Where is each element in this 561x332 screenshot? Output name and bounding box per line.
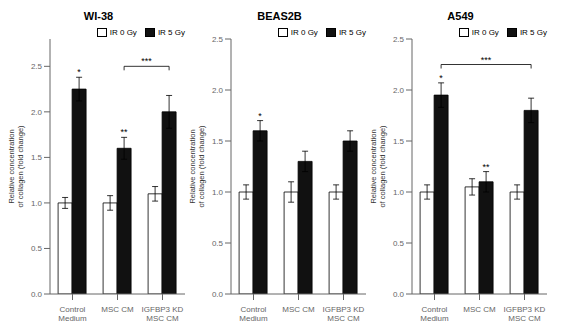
svg-text:2.0: 2.0 — [31, 108, 43, 117]
svg-text:0.5: 0.5 — [212, 239, 224, 248]
svg-text:MSC CM: MSC CM — [463, 305, 496, 314]
svg-text:IGFBP3 KDMSC CM: IGFBP3 KDMSC CM — [323, 305, 365, 323]
html-text:BEAS2B: BEAS2B — [257, 10, 302, 22]
html-text:IR 0 Gy: IR 0 Gy — [290, 28, 318, 37]
svg-text:Relative concentrationof colla: Relative concentrationof collagen (fold … — [189, 125, 206, 208]
html-text:A549: A549 — [447, 10, 474, 22]
html-text:IR 5 Gy: IR 5 Gy — [157, 28, 185, 37]
svg-text:1.0: 1.0 — [393, 188, 405, 197]
svg-text:0.0: 0.0 — [31, 290, 43, 299]
svg-text:***: *** — [141, 56, 152, 66]
svg-text:2.5: 2.5 — [393, 35, 405, 44]
html-text:WI-38: WI-38 — [83, 10, 114, 22]
svg-text:IGFBP3 KDMSC CM: IGFBP3 KDMSC CM — [142, 305, 184, 323]
svg-text:0.0: 0.0 — [393, 290, 405, 299]
svg-text:0.5: 0.5 — [393, 239, 405, 248]
svg-text:ControlMedium: ControlMedium — [58, 305, 87, 323]
svg-text:ControlMedium: ControlMedium — [239, 305, 268, 323]
svg-text:Relative concentrationof colla: Relative concentrationof collagen (fold … — [8, 125, 25, 208]
html-text:IR 0 Gy: IR 0 Gy — [109, 28, 137, 37]
svg-text:2.5: 2.5 — [31, 62, 43, 71]
svg-text:*: * — [258, 111, 262, 121]
svg-text:1.5: 1.5 — [212, 137, 224, 146]
svg-text:1.0: 1.0 — [31, 199, 43, 208]
svg-text:1.5: 1.5 — [31, 153, 43, 162]
svg-text:2.0: 2.0 — [393, 86, 405, 95]
svg-text:0.5: 0.5 — [31, 244, 43, 253]
svg-text:MSC CM: MSC CM — [282, 305, 315, 314]
svg-text:1.0: 1.0 — [212, 188, 224, 197]
svg-text:0.0: 0.0 — [212, 290, 224, 299]
svg-text:IGFBP3 KDMSC CM: IGFBP3 KDMSC CM — [504, 305, 546, 323]
html-text:IR 5 Gy: IR 5 Gy — [338, 28, 366, 37]
svg-text:**: ** — [483, 162, 491, 172]
svg-text:*: * — [439, 73, 443, 83]
svg-text:MSC CM: MSC CM — [101, 305, 134, 314]
svg-text:*: * — [77, 67, 81, 77]
svg-text:2.5: 2.5 — [212, 35, 224, 44]
html-text:IR 0 Gy: IR 0 Gy — [471, 28, 499, 37]
svg-text:2.0: 2.0 — [212, 86, 224, 95]
svg-text:Relative concentrationof colla: Relative concentrationof collagen (fold … — [370, 125, 387, 208]
svg-text:**: ** — [121, 127, 129, 137]
html-text:IR 5 Gy: IR 5 Gy — [519, 28, 547, 37]
svg-text:***: *** — [481, 55, 492, 65]
svg-text:1.5: 1.5 — [393, 137, 405, 146]
svg-text:ControlMedium: ControlMedium — [420, 305, 449, 323]
